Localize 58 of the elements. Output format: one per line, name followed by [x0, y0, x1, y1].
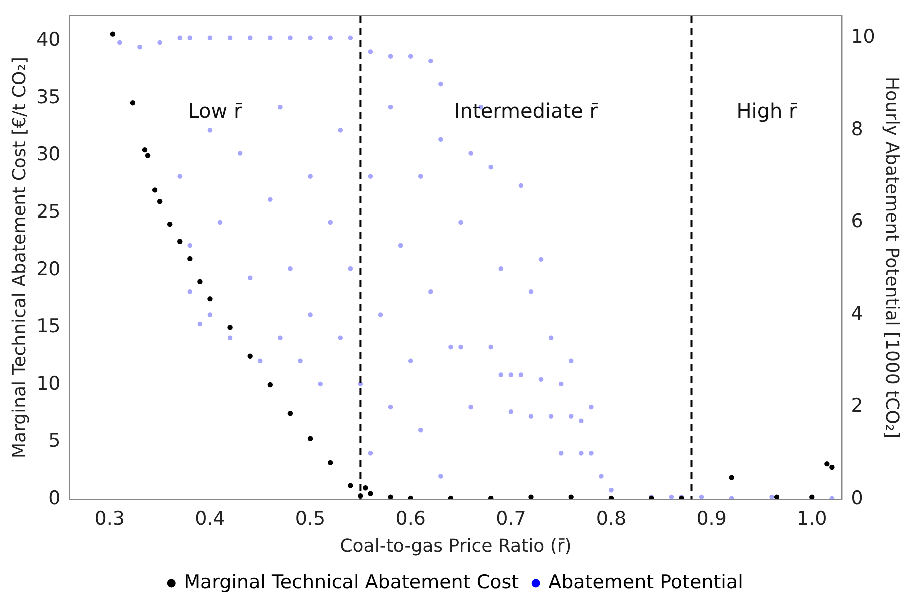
y2-tick-label: 8 — [851, 118, 864, 140]
point — [178, 239, 183, 244]
point — [824, 461, 830, 467]
x-tick-label: 1.0 — [797, 508, 828, 530]
y2-tick-label: 0 — [851, 488, 864, 510]
point — [348, 483, 354, 488]
point — [388, 494, 394, 500]
y2-tick-label: 6 — [851, 210, 864, 233]
annotation: Intermediate r̄ — [454, 98, 599, 123]
x-tick-label: 0.3 — [94, 508, 126, 530]
point — [152, 188, 158, 193]
legend-label: Abatement Potential — [548, 571, 744, 594]
y-tick-label: 40 — [36, 29, 61, 52]
point — [268, 382, 274, 388]
point — [167, 222, 173, 228]
annotation: High r̄ — [736, 98, 798, 123]
point — [188, 256, 193, 262]
point — [142, 147, 148, 153]
point — [729, 475, 734, 480]
x-tick-label: 0.4 — [195, 508, 226, 530]
point — [328, 460, 334, 466]
point — [368, 491, 374, 496]
x-tick-label: 0.7 — [496, 508, 526, 530]
legend-label: Marginal Technical Abatement Cost — [184, 571, 520, 594]
point — [774, 494, 780, 500]
x-tick-label: 0.6 — [396, 508, 426, 530]
point — [568, 494, 574, 500]
annotation: Low r̄ — [188, 98, 243, 123]
y-axis-title: Marginal Technical Abatement Cost [€/t CO₂] — [9, 57, 30, 458]
point — [198, 279, 203, 284]
y-tick-label: 0 — [48, 488, 61, 510]
y-tick-label: 30 — [36, 144, 61, 166]
y-tick-label: 15 — [36, 316, 61, 338]
point — [228, 325, 233, 330]
y2-tick-label: 2 — [851, 395, 864, 418]
point — [208, 296, 213, 302]
point — [288, 411, 294, 416]
point — [110, 32, 116, 37]
y2-tick-label: 4 — [851, 302, 864, 325]
point — [145, 153, 151, 158]
y2-axis-title: Hourly Abatement Potential [1000 tCO₂] — [882, 77, 903, 439]
point — [308, 436, 314, 442]
x-tick-label: 0.8 — [596, 508, 627, 530]
y-tick-label: 10 — [36, 372, 61, 395]
y-tick-label: 25 — [36, 201, 61, 224]
x-axis-title: Coal-to-gas Price Ratio (r̄) — [340, 536, 572, 557]
x-tick-label: 0.5 — [295, 508, 326, 530]
point — [363, 486, 368, 491]
y-tick-label: 35 — [36, 86, 61, 108]
point — [157, 199, 163, 204]
y2-tick-label: 10 — [851, 26, 876, 48]
point — [130, 100, 136, 106]
y-tick-label: 5 — [48, 430, 61, 452]
point — [830, 464, 835, 470]
x-tick-label: 0.9 — [696, 508, 727, 530]
point — [528, 494, 534, 500]
y-tick-label: 20 — [36, 258, 61, 280]
point — [248, 354, 253, 359]
